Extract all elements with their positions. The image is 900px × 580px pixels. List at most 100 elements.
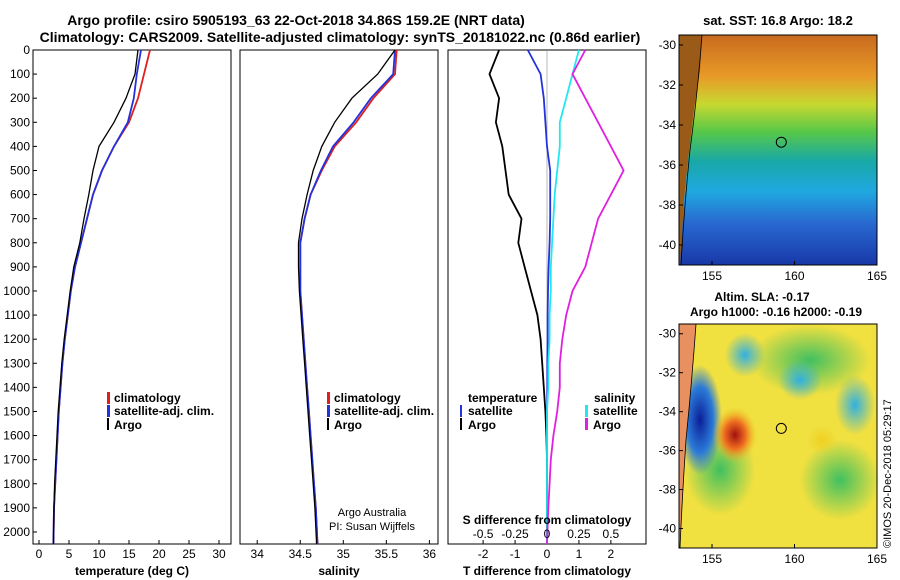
legend-argo-swatch (327, 418, 329, 430)
map-y-tick-label: -34 (659, 405, 677, 419)
x-tick-label: 5 (66, 547, 73, 561)
salinity-diff-legend: salinity satellite Argo (585, 391, 638, 432)
sst-field (679, 35, 877, 265)
map-y-tick-label: -34 (659, 118, 677, 132)
sst-land-coast (679, 35, 702, 265)
salinity-plot-frame (239, 49, 439, 545)
credit-line-1: Argo Australia (338, 507, 407, 519)
imos-watermark: ©IMOS 20-Dec-2018 05:29:17 (882, 399, 894, 548)
depth-tick-label: 400 (10, 139, 30, 153)
map-x-tick-label: 165 (867, 552, 887, 566)
sla-map-panel: Altim. SLA: -0.17 Argo h1000: -0.16 h200… (659, 290, 888, 566)
depth-tick-label: 600 (10, 188, 30, 202)
map-y-tick-label: -38 (659, 198, 677, 212)
legend-t-satellite-label: satellite (468, 404, 513, 418)
x-tick-label: 15 (122, 547, 136, 561)
series-line-satellite-adj-clim- (299, 49, 396, 545)
legend-s-satellite-label: satellite (593, 404, 638, 418)
legend-argo-swatch (107, 418, 109, 430)
s-tick-label: -0.25 (501, 527, 529, 541)
series-line-salinity-argo (546, 49, 625, 545)
depth-tick-label: 1300 (3, 356, 30, 370)
temperature-xlabel: temperature (deg C) (75, 564, 189, 578)
map-x-tick-label: 160 (784, 552, 804, 566)
x-tick-label: 34.5 (289, 547, 313, 561)
sla-map-frame (678, 323, 878, 549)
legend-climatology-swatch (107, 392, 110, 404)
salinity-xlabel: salinity (318, 564, 360, 578)
sla-blob (725, 333, 765, 377)
temperature-panel: 0 5 10 15 20 25 30 temperature (deg C) climato… (32, 49, 232, 578)
s-tick-label: 0.5 (603, 527, 620, 541)
difference-xlabel: T difference from climatology (463, 564, 631, 578)
x-tick-label: 34 (251, 547, 265, 561)
legend-climatology-label: climatology (334, 391, 401, 405)
legend-satellite-label: satellite-adj. clim. (334, 404, 434, 418)
map-y-tick-label: -40 (659, 238, 677, 252)
sst-map-panel: sat. SST: 16.8 Argo: 18.2 155 160 165 -30 -3… (659, 13, 888, 283)
legend-satellite-label: satellite-adj. clim. (114, 404, 214, 418)
x-tick-label: 1 (576, 547, 583, 561)
legend-argo-label: Argo (114, 418, 142, 432)
s-tick-label: 0 (544, 527, 551, 541)
depth-tick-label: 800 (10, 236, 30, 250)
temperature-plot-frame (32, 49, 232, 545)
depth-tick-label: 1000 (3, 284, 30, 298)
map-x-tick-label: 155 (702, 269, 722, 283)
map-x-tick-label: 165 (867, 269, 887, 283)
depth-tick-label: 1400 (3, 380, 30, 394)
depth-tick-label: 900 (10, 260, 30, 274)
x-tick-label: 20 (152, 547, 166, 561)
salinity-panel: 34 34.5 35 35.5 36 salinity climatology sate… (239, 49, 439, 578)
legend-climatology-swatch (327, 392, 330, 404)
temperature-legend: climatology satellite-adj. clim. Argo (107, 391, 214, 432)
map-y-tick-label: -40 (659, 522, 677, 536)
series-line-climatology (52, 49, 151, 545)
sst-map-title: sat. SST: 16.8 Argo: 18.2 (703, 13, 853, 28)
depth-tick-label: 700 (10, 212, 30, 226)
series-line-argo (52, 49, 139, 545)
x-tick-label: 36 (423, 547, 437, 561)
difference-panel: -2 -1 0 1 2 T difference from climatology S … (447, 49, 647, 578)
s-tick-label: -0.5 (473, 527, 494, 541)
s-difference-label: S difference from climatology (463, 513, 632, 527)
s-tick-label: 0.25 (567, 527, 591, 541)
depth-tick-label: 100 (10, 67, 30, 81)
sla-blob (713, 407, 757, 463)
legend-satellite-swatch (327, 405, 330, 417)
x-tick-label: 10 (92, 547, 106, 561)
series-line-salinity-satellite (546, 49, 580, 544)
map-x-tick-label: 160 (784, 269, 804, 283)
depth-axis: 0 100 200 300 400 500 600 700 800 900 1000 1100 1200… (3, 43, 37, 539)
sst-map-frame (678, 34, 878, 266)
sla-title-line-2: Argo h1000: -0.16 h2000: -0.19 (690, 305, 862, 319)
salinity-legend: climatology satellite-adj. clim. Argo (327, 391, 434, 432)
legend-t-argo-swatch (460, 418, 462, 430)
x-tick-label: 25 (182, 547, 196, 561)
legend-s-argo-label: Argo (593, 418, 621, 432)
legend-s-satellite-swatch (585, 405, 588, 417)
series-line-climatology (299, 49, 398, 545)
x-tick-label: 0 (36, 547, 43, 561)
sla-coastline (679, 323, 697, 549)
x-tick-label: 0 (544, 547, 551, 561)
legend-argo-label: Argo (334, 418, 362, 432)
depth-tick-label: 1800 (3, 477, 30, 491)
map-y-tick-label: -36 (659, 444, 677, 458)
depth-tick-label: 1900 (3, 501, 30, 515)
sla-blob (835, 375, 875, 435)
depth-tick-label: 500 (10, 163, 30, 177)
series-line-argo (297, 49, 396, 545)
depth-tick-label: 1100 (4, 308, 30, 322)
sla-blob (800, 440, 880, 520)
depth-tick-label: 1500 (3, 404, 30, 418)
title-line-1: Argo profile: csiro 5905193_63 22-Oct-20… (67, 12, 525, 28)
title-line-2: Climatology: CARS2009. Satellite-adjuste… (40, 29, 641, 45)
legend-salinity-title: salinity (594, 391, 636, 405)
depth-tick-label: 300 (10, 115, 30, 129)
legend-temperature-title: temperature (468, 391, 538, 405)
legend-satellite-swatch (107, 405, 110, 417)
depth-tick-label: 1600 (3, 429, 30, 443)
map-y-tick-label: -32 (659, 78, 677, 92)
